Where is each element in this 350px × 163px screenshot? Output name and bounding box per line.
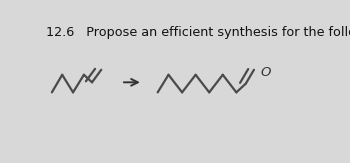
Text: 12.6   Propose an efficient synthesis for the following transformation.: 12.6 Propose an efficient synthesis for …	[47, 26, 350, 39]
Text: O: O	[261, 66, 271, 79]
